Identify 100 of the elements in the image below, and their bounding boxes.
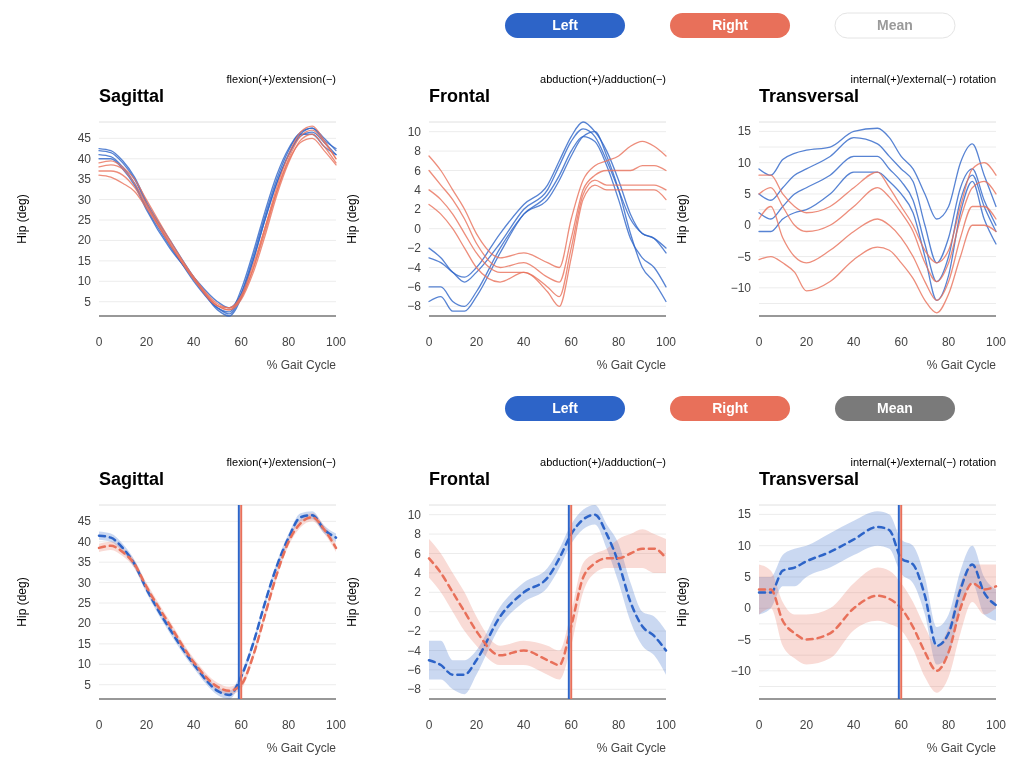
x-tick-label: 60 bbox=[894, 718, 909, 732]
x-tick-label: 20 bbox=[139, 335, 154, 349]
chart-title: Frontal bbox=[429, 469, 490, 489]
x-tick-label: 80 bbox=[281, 718, 296, 732]
x-tick-label: 0 bbox=[95, 335, 103, 349]
x-tick-label: 80 bbox=[941, 335, 956, 349]
y-axis-title: Hip (deg) bbox=[345, 194, 359, 244]
text: Left bbox=[552, 400, 579, 416]
x-tick-label: 0 bbox=[95, 718, 103, 732]
y-tick-label: −8 bbox=[407, 299, 422, 314]
y-tick-label: 2 bbox=[414, 202, 422, 217]
y-tick-label: 0 bbox=[744, 601, 752, 616]
x-tick-label: 20 bbox=[139, 718, 154, 732]
x-tick-label: 40 bbox=[517, 335, 531, 349]
x-tick-label: 0 bbox=[425, 718, 433, 732]
y-axis-title: Hip (deg) bbox=[15, 577, 29, 627]
x-tick-label: 80 bbox=[611, 335, 626, 349]
y-tick-label: 5 bbox=[84, 677, 92, 692]
y-tick-label: 4 bbox=[414, 565, 422, 580]
x-tick-label: 20 bbox=[799, 718, 814, 732]
y-tick-label: 15 bbox=[77, 636, 92, 651]
y-tick-label: 35 bbox=[77, 555, 92, 570]
chart-subtitle: abduction(+)/adduction(−) bbox=[540, 456, 666, 468]
x-axis-title: % Gait Cycle bbox=[596, 358, 667, 372]
x-tick-label: 20 bbox=[469, 335, 484, 349]
y-tick-label: −4 bbox=[407, 260, 422, 275]
y-tick-label: 20 bbox=[77, 616, 92, 631]
text: Mean bbox=[877, 400, 913, 416]
y-tick-label: −6 bbox=[407, 279, 422, 294]
y-tick-label: 10 bbox=[737, 538, 752, 553]
x-tick-label: 100 bbox=[325, 335, 347, 349]
y-tick-label: 15 bbox=[77, 253, 92, 268]
y-tick-label: −6 bbox=[407, 662, 422, 677]
y-tick-label: 10 bbox=[737, 155, 752, 170]
x-tick-label: 40 bbox=[187, 718, 201, 732]
y-axis-title: Hip (deg) bbox=[345, 577, 359, 627]
x-axis-title: % Gait Cycle bbox=[266, 358, 337, 372]
y-tick-label: 20 bbox=[77, 233, 92, 248]
text: Left bbox=[552, 17, 579, 33]
x-axis-title: % Gait Cycle bbox=[926, 741, 997, 755]
chart-title: Frontal bbox=[429, 86, 490, 106]
y-tick-label: −4 bbox=[407, 643, 422, 658]
y-tick-label: 30 bbox=[77, 575, 92, 590]
y-tick-label: 45 bbox=[77, 514, 92, 529]
y-tick-label: 5 bbox=[744, 186, 752, 201]
y-tick-label: −8 bbox=[407, 682, 422, 697]
y-tick-label: 0 bbox=[744, 218, 752, 233]
x-axis-title: % Gait Cycle bbox=[926, 358, 997, 372]
y-tick-label: 25 bbox=[77, 596, 92, 611]
x-tick-label: 80 bbox=[611, 718, 626, 732]
x-tick-label: 40 bbox=[847, 718, 861, 732]
y-tick-label: 0 bbox=[414, 604, 422, 619]
y-tick-label: 40 bbox=[77, 151, 92, 166]
x-tick-label: 0 bbox=[425, 335, 433, 349]
y-tick-label: 8 bbox=[414, 144, 422, 159]
chart-title: Sagittal bbox=[99, 469, 165, 489]
y-tick-label: −2 bbox=[407, 241, 422, 256]
x-tick-label: 0 bbox=[755, 335, 763, 349]
y-tick-label: −5 bbox=[737, 632, 752, 647]
chart-title: Transversal bbox=[759, 86, 860, 106]
chart-subtitle: internal(+)/external(−) rotation bbox=[850, 456, 996, 468]
x-tick-label: 60 bbox=[564, 718, 579, 732]
chart-subtitle: abduction(+)/adduction(−) bbox=[540, 73, 666, 85]
y-tick-label: 8 bbox=[414, 527, 422, 542]
x-tick-label: 40 bbox=[187, 335, 201, 349]
y-tick-label: −2 bbox=[407, 624, 422, 639]
x-tick-label: 60 bbox=[234, 718, 249, 732]
y-tick-label: 25 bbox=[77, 213, 92, 228]
x-tick-label: 40 bbox=[517, 718, 531, 732]
y-tick-label: 5 bbox=[744, 569, 752, 584]
chart-subtitle: flexion(+)/extension(−) bbox=[226, 456, 336, 468]
x-axis-title: % Gait Cycle bbox=[266, 741, 337, 755]
y-tick-label: 6 bbox=[414, 163, 422, 178]
y-tick-label: −5 bbox=[737, 249, 752, 264]
y-tick-label: 2 bbox=[414, 585, 422, 600]
y-tick-label: 6 bbox=[414, 546, 422, 561]
y-tick-label: 30 bbox=[77, 192, 92, 207]
chart-title: Sagittal bbox=[99, 86, 165, 106]
x-tick-label: 20 bbox=[799, 335, 814, 349]
x-tick-label: 100 bbox=[655, 718, 677, 732]
y-tick-label: 0 bbox=[414, 221, 422, 236]
x-tick-label: 100 bbox=[655, 335, 677, 349]
x-tick-label: 0 bbox=[755, 718, 763, 732]
y-axis-title: Hip (deg) bbox=[15, 194, 29, 244]
y-tick-label: 10 bbox=[77, 657, 92, 672]
y-tick-label: −10 bbox=[730, 663, 752, 678]
x-tick-label: 100 bbox=[985, 718, 1007, 732]
x-tick-label: 60 bbox=[564, 335, 579, 349]
x-tick-label: 100 bbox=[985, 335, 1007, 349]
text: Right bbox=[712, 17, 749, 33]
x-tick-label: 100 bbox=[325, 718, 347, 732]
y-tick-label: 10 bbox=[407, 507, 422, 522]
y-tick-label: −10 bbox=[730, 280, 752, 295]
chart-title: Transversal bbox=[759, 469, 860, 489]
y-tick-label: 15 bbox=[737, 507, 752, 522]
x-tick-label: 80 bbox=[941, 718, 956, 732]
text: Mean bbox=[877, 17, 913, 33]
y-tick-label: 10 bbox=[77, 274, 92, 289]
y-tick-label: 40 bbox=[77, 534, 92, 549]
x-tick-label: 60 bbox=[234, 335, 249, 349]
